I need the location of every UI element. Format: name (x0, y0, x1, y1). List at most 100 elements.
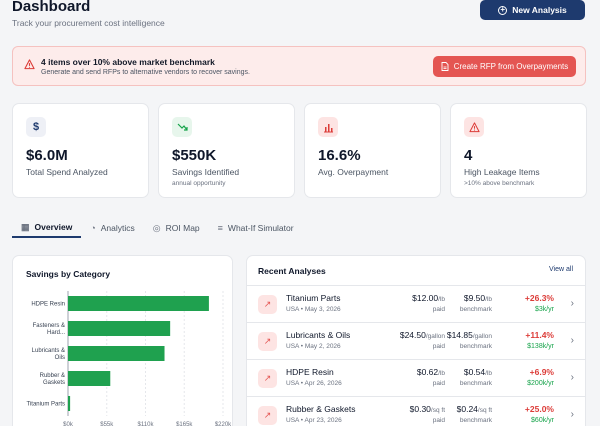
benchmark-label: benchmark (459, 417, 492, 424)
annual-savings: $3k/yr (534, 306, 554, 313)
bar[interactable] (68, 321, 171, 336)
chevron-right-icon: › (570, 372, 574, 383)
stat-value: 16.6% (318, 147, 361, 164)
warning-icon (464, 117, 484, 137)
stat-value: 4 (464, 147, 473, 164)
tab-what-if-simulator[interactable]: ≡ What-If Simulator (217, 223, 294, 233)
bar[interactable] (68, 346, 165, 361)
item-name: Lubricants & Oils (286, 330, 351, 340)
y-tick-label: Rubber & (40, 373, 65, 379)
create-rfp-button[interactable]: Create RFP from Overpayments (433, 56, 576, 77)
benchmark-price: $0.54/lb (463, 367, 492, 377)
tab-overview[interactable]: ▦ Overview (12, 218, 82, 238)
pie-icon: ◔ (90, 223, 96, 233)
create-rfp-label: Create RFP from Overpayments (453, 62, 569, 71)
x-tick-label: $0k (63, 422, 74, 426)
alert-subtitle: Generate and send RFPs to alternative ve… (41, 69, 250, 76)
new-analysis-button[interactable]: + New Analysis (480, 0, 585, 20)
paid-price: $0.62/lb (416, 367, 445, 377)
annual-savings: $60k/yr (531, 417, 554, 424)
chevron-right-icon: › (570, 409, 574, 420)
new-analysis-label: New Analysis (512, 5, 567, 15)
recent-analyses-list: ↗ Titanium Parts USA • May 3, 2026 $12.00/l… (247, 285, 585, 426)
stat-note: annual opportunity (172, 180, 226, 187)
list-item[interactable]: ↗ Lubricants & Oils USA • May 2, 2026 $24.5… (247, 322, 585, 359)
recent-analyses-panel: Recent Analyses View all ↗ Titanium Parts… (246, 255, 586, 426)
overpayment-alert: 4 items over 10% above market benchmark … (12, 46, 586, 86)
paid-price: $0.30/sq ft (409, 404, 445, 414)
item-meta: USA • May 3, 2026 (286, 306, 341, 313)
chevron-right-icon: › (570, 335, 574, 346)
benchmark-price: $9.50/lb (463, 293, 492, 303)
savings-bar-chart: $0k $55k $110k $165k $220k HDPE Resin Fastener… (27, 291, 232, 426)
tab-analytics[interactable]: ◔ Analytics (90, 223, 135, 233)
bar[interactable] (68, 371, 111, 386)
dashboard-tabs: ▦ Overview ◔ Analytics ◎ ROI Map ≡ What-… (12, 218, 303, 238)
warning-icon (24, 59, 35, 70)
y-tick-label: Titanium Parts (27, 402, 65, 408)
list-item[interactable]: ↗ HDPE Resin USA • Apr 26, 2026 $0.62/lb pai… (247, 359, 585, 396)
stat-card-savings: $550K Savings Identified annual opportun… (158, 103, 295, 198)
y-tick-label: Lubricants & (32, 348, 65, 354)
item-name: Titanium Parts (286, 293, 341, 303)
x-tick-label: $220k (215, 422, 232, 426)
item-meta: USA • Apr 26, 2026 (286, 380, 342, 387)
tab-roi-map[interactable]: ◎ ROI Map (152, 222, 200, 234)
stat-card-total-spend: $ $6.0M Total Spend Analyzed (12, 103, 149, 198)
view-all-link[interactable]: View all (549, 266, 573, 273)
stat-note: >10% above benchmark (464, 180, 535, 187)
trend-up-icon: ↗ (258, 369, 277, 388)
paid-price: $12.00/lb (412, 293, 445, 303)
chevron-right-icon: › (570, 298, 574, 309)
benchmark-label: benchmark (459, 343, 492, 350)
benchmark-price: $0.24/sq ft (456, 404, 492, 414)
panel-title: Recent Analyses (258, 266, 326, 276)
trend-up-icon: ↗ (258, 332, 277, 351)
stat-card-leakage: 4 High Leakage Items >10% above benchmar… (450, 103, 587, 198)
y-tick-label: Oils (55, 355, 65, 361)
list-item[interactable]: ↗ Titanium Parts USA • May 3, 2026 $12.00/l… (247, 285, 585, 322)
overpayment-percent: +25.0% (524, 404, 554, 414)
trend-up-icon: ↗ (258, 295, 277, 314)
item-meta: USA • Apr 23, 2026 (286, 417, 342, 424)
paid-label: paid (432, 380, 445, 387)
bar[interactable] (68, 296, 209, 311)
paid-price: $24.50/gallon (399, 330, 445, 340)
target-icon: ◎ (152, 222, 161, 233)
stat-value: $6.0M (26, 147, 68, 164)
y-tick-label: Fasteners & (33, 323, 65, 329)
benchmark-price: $14.85/gallon (446, 330, 492, 340)
dollar-icon: $ (26, 117, 46, 137)
overpayment-percent: +26.3% (524, 293, 554, 303)
stat-value: $550K (172, 147, 217, 164)
trend-up-icon: ↗ (258, 406, 277, 425)
paid-label: paid (432, 306, 445, 313)
savings-by-category-panel: Savings by Category $0k $55k $110k $165k $22… (12, 255, 233, 426)
item-meta: USA • May 2, 2026 (286, 343, 341, 350)
stat-label: Total Spend Analyzed (26, 167, 108, 177)
page-subtitle: Track your procurement cost intelligence (12, 18, 165, 28)
y-tick-label: HDPE Resin (31, 302, 65, 308)
item-name: Rubber & Gaskets (286, 404, 356, 414)
overpayment-percent: +6.9% (529, 367, 554, 377)
stat-label: Avg. Overpayment (318, 167, 389, 177)
panel-title: Savings by Category (26, 269, 111, 279)
annual-savings: $138k/yr (527, 343, 554, 350)
benchmark-label: benchmark (459, 306, 492, 313)
stat-label: High Leakage Items (464, 167, 540, 177)
stat-card-overpayment: 16.6% Avg. Overpayment (304, 103, 441, 198)
bar[interactable] (68, 396, 71, 411)
alert-title: 4 items over 10% above market benchmark (41, 57, 215, 67)
document-icon (441, 62, 449, 71)
list-item[interactable]: ↗ Rubber & Gaskets USA • Apr 23, 2026 $0.30… (247, 396, 585, 426)
sliders-icon: ≡ (217, 223, 223, 233)
benchmark-label: benchmark (459, 380, 492, 387)
annual-savings: $200k/yr (527, 380, 554, 387)
trend-down-icon (172, 117, 192, 137)
page-title: Dashboard (12, 0, 91, 15)
stat-label: Savings Identified (172, 167, 240, 177)
x-tick-label: $165k (176, 422, 193, 426)
plus-icon: + (498, 5, 508, 15)
x-tick-label: $55k (100, 422, 114, 426)
